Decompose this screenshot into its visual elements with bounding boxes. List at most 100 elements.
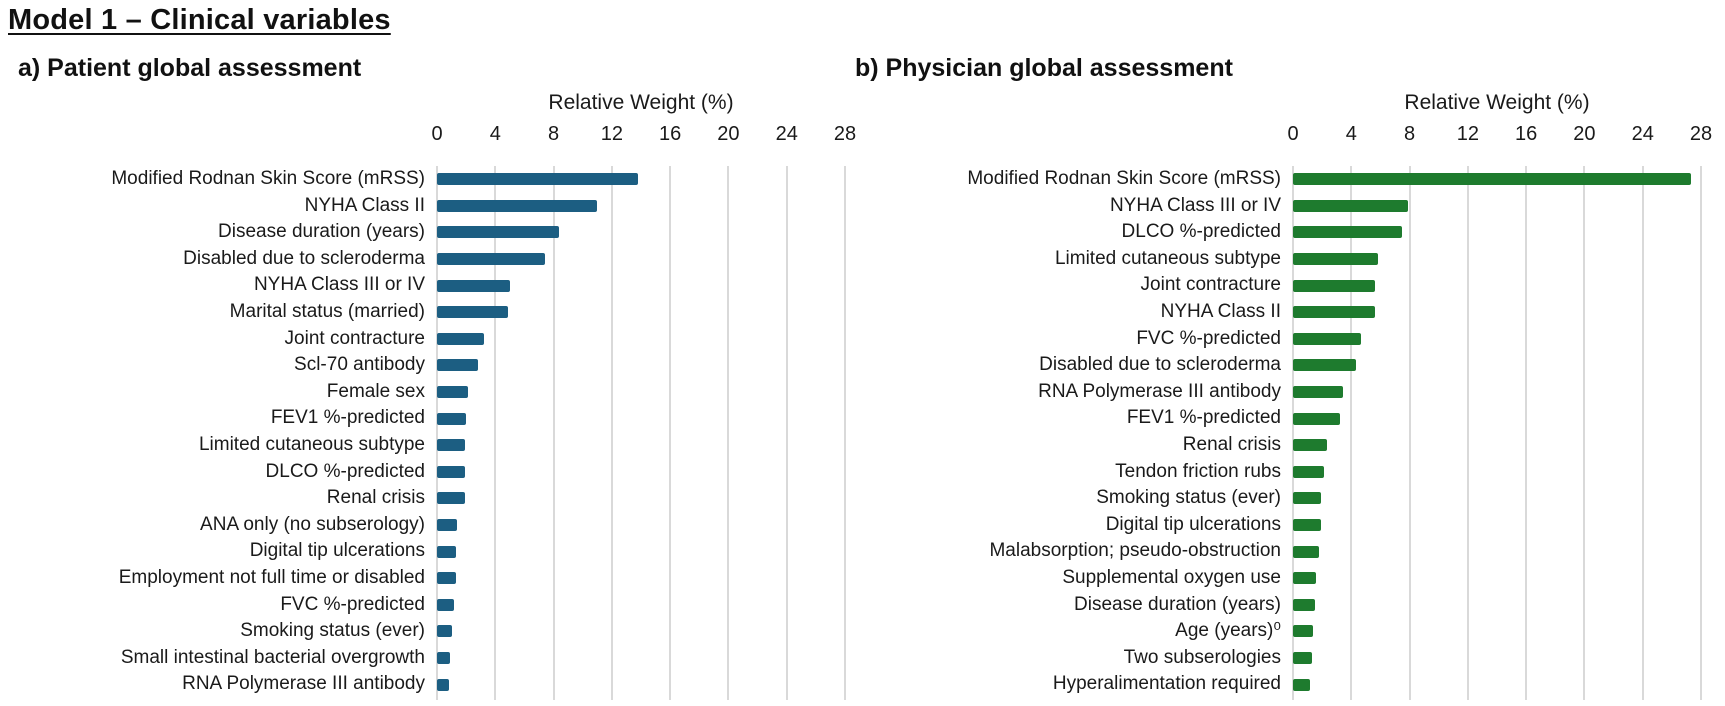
panel-title-physician: b) Physician global assessment bbox=[855, 54, 1233, 82]
category-label: Two subserologies bbox=[1123, 646, 1281, 668]
category-label: FEV1 %-predicted bbox=[1126, 407, 1281, 429]
x-ticks: 0 4 8 12 16 20 24 28 bbox=[431, 122, 856, 146]
bar bbox=[437, 253, 545, 266]
bar bbox=[437, 439, 465, 452]
bar-row: Joint contracture bbox=[18, 326, 845, 353]
gridline bbox=[436, 166, 438, 700]
bar-track bbox=[437, 379, 845, 406]
category-label: Digital tip ulcerations bbox=[1105, 513, 1281, 535]
x-tick-label: 24 bbox=[1631, 123, 1654, 145]
bar-row: Digital tip ulcerations bbox=[18, 538, 845, 565]
x-tick-label: 28 bbox=[1689, 123, 1713, 145]
bar-track bbox=[437, 193, 845, 220]
bar bbox=[437, 199, 598, 212]
bar-row: FVC %-predicted bbox=[855, 326, 1701, 353]
x-tick-label: 16 bbox=[1515, 123, 1538, 145]
bar-track bbox=[437, 459, 845, 486]
bar-row: DLCO %-predicted bbox=[855, 219, 1701, 246]
bar bbox=[1293, 279, 1375, 292]
bar-track bbox=[437, 405, 845, 432]
category-label: Digital tip ulcerations bbox=[249, 540, 425, 562]
bar-row: Malabsorption; pseudo-obstruction bbox=[855, 538, 1701, 565]
bar-row: Smoking status (ever) bbox=[855, 485, 1701, 512]
bar-row: Renal crisis bbox=[855, 432, 1701, 459]
bar-row: Renal crisis bbox=[18, 485, 845, 512]
category-label: RNA Polymerase III antibody bbox=[1038, 380, 1281, 402]
bar-row: Smoking status (ever) bbox=[18, 618, 845, 645]
bar-row: Scl-70 antibody bbox=[18, 352, 845, 379]
gridline bbox=[1292, 166, 1294, 700]
bar-track bbox=[1293, 405, 1701, 432]
category-label: Small intestinal bacterial overgrowth bbox=[120, 646, 425, 668]
bar bbox=[1293, 332, 1362, 345]
category-label: Tendon friction rubs bbox=[1115, 460, 1281, 482]
bar-row: RNA Polymerase III antibody bbox=[855, 379, 1701, 406]
bar bbox=[437, 545, 456, 558]
bar-row: Employment not full time or disabled bbox=[18, 565, 845, 592]
bar bbox=[1293, 386, 1343, 399]
bar-track bbox=[437, 671, 845, 698]
bar bbox=[1293, 226, 1403, 239]
bar-row: FEV1 %-predicted bbox=[855, 405, 1701, 432]
bar bbox=[437, 359, 478, 372]
bar-row: Limited cutaneous subtype bbox=[18, 432, 845, 459]
bar bbox=[1293, 306, 1375, 319]
bar bbox=[1293, 519, 1321, 532]
bar-track bbox=[437, 352, 845, 379]
x-tick-label: 24 bbox=[775, 123, 798, 145]
x-tick-label: 8 bbox=[1404, 123, 1416, 145]
chart-panel-patient: a) Patient global assessment Relative We… bbox=[18, 54, 856, 706]
gridline bbox=[552, 166, 555, 700]
bar-track bbox=[1293, 618, 1701, 645]
bar-track bbox=[1293, 565, 1701, 592]
bar bbox=[1293, 199, 1409, 212]
bar bbox=[1293, 598, 1315, 611]
panel-title-patient: a) Patient global assessment bbox=[18, 54, 362, 82]
bar-row: FVC %-predicted bbox=[18, 592, 845, 619]
bar bbox=[437, 572, 456, 585]
bar bbox=[1293, 492, 1321, 505]
bar bbox=[437, 678, 449, 691]
bar-row: NYHA Class II bbox=[18, 193, 845, 220]
category-label: Smoking status (ever) bbox=[240, 620, 425, 642]
bar-track bbox=[437, 592, 845, 619]
category-label: Smoking status (ever) bbox=[1096, 487, 1281, 509]
category-label: FEV1 %-predicted bbox=[270, 407, 425, 429]
bar-rows: Modified Rodnan Skin Score (mRSS) NYHA Cl… bbox=[855, 166, 1701, 698]
gridline bbox=[1350, 166, 1353, 700]
bar-track bbox=[437, 432, 845, 459]
bar-row: ANA only (no subserology) bbox=[18, 512, 845, 539]
bar-row: NYHA Class III or IV bbox=[855, 193, 1701, 220]
bar bbox=[1293, 465, 1324, 478]
bar bbox=[1293, 545, 1320, 558]
bar bbox=[1293, 678, 1311, 691]
bar bbox=[1293, 412, 1340, 425]
bar-track bbox=[437, 326, 845, 353]
bar-track bbox=[1293, 512, 1701, 539]
x-tick-label: 8 bbox=[548, 123, 560, 145]
bar-row: DLCO %-predicted bbox=[18, 459, 845, 486]
bar bbox=[437, 598, 455, 611]
bar-track bbox=[1293, 166, 1701, 193]
bar bbox=[437, 306, 509, 319]
x-axis-title: Relative Weight (%) bbox=[1404, 91, 1590, 114]
bar-row: Modified Rodnan Skin Score (mRSS) bbox=[855, 166, 1701, 193]
category-label: Hyperalimentation required bbox=[1052, 673, 1281, 695]
gridlines bbox=[436, 166, 846, 700]
category-label: DLCO %-predicted bbox=[1121, 221, 1281, 243]
category-label: Limited cutaneous subtype bbox=[1054, 247, 1281, 269]
bar-row: NYHA Class II bbox=[855, 299, 1701, 326]
category-label: Disabled due to scleroderma bbox=[183, 247, 425, 269]
bar-track bbox=[1293, 671, 1701, 698]
bar-row: Small intestinal bacterial overgrowth bbox=[18, 645, 845, 672]
bar-track bbox=[437, 512, 845, 539]
bar-rows: Modified Rodnan Skin Score (mRSS) NYHA Cl… bbox=[18, 166, 845, 698]
category-label: RNA Polymerase III antibody bbox=[182, 673, 425, 695]
bar-row: Disease duration (years) bbox=[855, 592, 1701, 619]
gridline bbox=[1700, 166, 1702, 700]
category-label: Marital status (married) bbox=[229, 300, 425, 322]
category-label: NYHA Class II bbox=[304, 194, 425, 216]
x-tick-label: 20 bbox=[717, 123, 740, 145]
bar bbox=[1293, 359, 1356, 372]
bar-track bbox=[1293, 592, 1701, 619]
